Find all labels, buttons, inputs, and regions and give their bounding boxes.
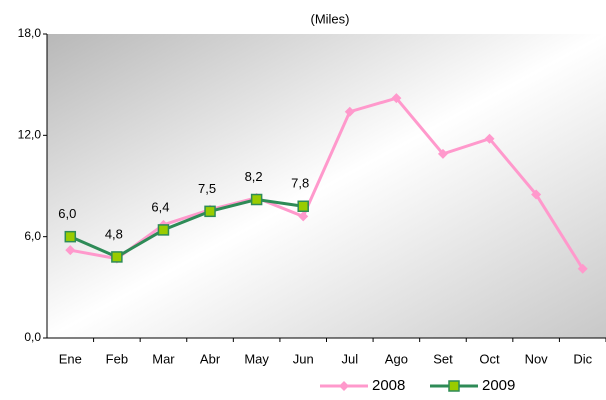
- legend-label: 2009: [482, 377, 515, 394]
- data-label: 8,2: [245, 169, 263, 184]
- marker: [157, 224, 170, 236]
- marker: [297, 200, 309, 213]
- x-tick-label: Oct: [479, 351, 500, 366]
- x-tick-label: Ago: [385, 351, 408, 366]
- legend-marker: [339, 381, 349, 391]
- marker: [65, 245, 76, 256]
- marker: [437, 148, 448, 159]
- x-tick-label: Set: [433, 351, 453, 366]
- marker: [204, 205, 216, 218]
- y-tick-label: 0,0: [24, 330, 41, 344]
- marker: [298, 211, 309, 222]
- marker: [577, 263, 588, 274]
- x-tick-label: May: [244, 351, 269, 366]
- series-line: [69, 197, 304, 259]
- x-tick-label: Jun: [293, 351, 314, 366]
- x-tick-label: Abr: [200, 351, 221, 366]
- y-tick-label: 6,0: [24, 229, 41, 243]
- data-label: 6,4: [151, 199, 169, 214]
- marker: [344, 106, 355, 117]
- x-tick-label: Mar: [152, 351, 175, 366]
- x-tick-label: Ene: [59, 351, 82, 366]
- y-tick-label: 18,0: [18, 26, 42, 40]
- data-label: 7,5: [198, 181, 216, 196]
- x-tick-label: Nov: [525, 351, 549, 366]
- data-label: 4,8: [105, 226, 123, 241]
- x-tick-label: Jul: [341, 351, 358, 366]
- marker: [531, 189, 542, 200]
- chart-subtitle: (Miles): [311, 11, 350, 26]
- marker: [250, 193, 263, 206]
- plot-area: [47, 34, 606, 338]
- legend-label: 2008: [372, 377, 405, 394]
- x-tick-label: Dic: [573, 351, 592, 366]
- y-tick-label: 12,0: [18, 128, 42, 142]
- x-tick-label: Feb: [106, 351, 128, 366]
- marker: [484, 133, 495, 144]
- legend-marker: [448, 380, 460, 392]
- data-label: 6,0: [58, 206, 76, 221]
- marker: [64, 230, 77, 243]
- data-label: 7,8: [291, 176, 309, 191]
- marker: [391, 93, 402, 104]
- series-line: [70, 96, 584, 270]
- marker: [111, 251, 123, 263]
